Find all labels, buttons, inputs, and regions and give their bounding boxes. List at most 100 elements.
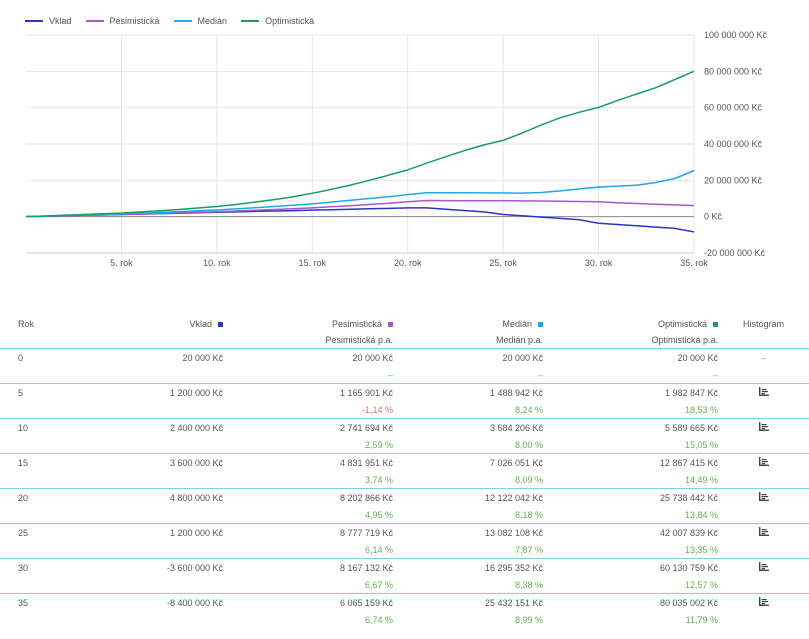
cell-rok: 5 (0, 383, 58, 401)
header-med-pa: Medián p.a. (393, 332, 543, 349)
histogram-icon[interactable] (758, 387, 769, 396)
histogram-icon[interactable] (758, 597, 769, 606)
cell-median: 12 122 042 Kč (393, 488, 543, 506)
cell-vklad: 2 400 000 Kč (58, 418, 223, 436)
table-row: 30 -3 600 000 Kč 8 167 132 Kč 16 295 352 Kč… (0, 558, 809, 576)
cell-vklad: 20 000 Kč (58, 348, 223, 366)
histogram-cell[interactable] (718, 558, 809, 576)
table-header-row: Rok Vklad Pesimistická Medián Optimistic… (0, 316, 809, 332)
cell-rok: 25 (0, 523, 58, 541)
cell-median: 25 432 151 Kč (393, 593, 543, 611)
results-table-container: Rok Vklad Pesimistická Medián Optimistic… (0, 316, 809, 628)
legend-label-optimisticka: Optimistická (265, 16, 315, 26)
median-color-square (538, 322, 543, 328)
legend-item-optimisticka[interactable]: Optimistická (241, 16, 314, 26)
header-histogram: Histogram (742, 319, 784, 329)
cell-med-pa: 8,99 % (514, 614, 543, 625)
cell-pesimisticka: 1 165 901 Kč (223, 383, 393, 401)
table-row: 0 20 000 Kč 20 000 Kč 20 000 Kč 20 000 Kč – (0, 348, 809, 366)
histogram-icon[interactable] (758, 422, 769, 431)
cell-pesimisticka: 20 000 Kč (223, 348, 393, 366)
header-pesimisticka: Pesimistická (223, 316, 393, 332)
histogram-cell[interactable] (718, 593, 809, 611)
x-tick-label: 10. rok (203, 258, 231, 266)
cell-rok: 10 (0, 418, 58, 436)
cell-optimisticka: 1 982 847 Kč (543, 383, 718, 401)
series-line-vklad (25, 207, 695, 233)
x-tick-label: 15. rok (299, 258, 327, 266)
histogram-icon[interactable] (758, 562, 769, 571)
cell-optimisticka: 20 000 Kč (543, 348, 718, 366)
table-row: 20 4 800 000 Kč 8 202 866 Kč 12 122 042 Kč 2… (0, 488, 809, 506)
cell-rok: 15 (0, 453, 58, 471)
cell-opt-pa: 18,53 % (684, 404, 718, 415)
table-body: 0 20 000 Kč 20 000 Kč 20 000 Kč 20 000 Kč – – –… (0, 348, 809, 629)
cell-median: 16 295 352 Kč (393, 558, 543, 576)
x-tick-label: 35. rok (680, 258, 708, 266)
cell-opt-pa: 15,05 % (684, 439, 718, 450)
cell-pes-pa: 6,14 % (364, 544, 393, 555)
cell-vklad: 3 600 000 Kč (58, 453, 223, 471)
chart-legend: Vklad Pesimistická Medián Optimistická (25, 14, 314, 28)
cell-median: 1 488 942 Kč (393, 383, 543, 401)
histogram-icon[interactable] (758, 457, 769, 466)
table-row-pa: – – – (0, 366, 809, 384)
histogram-cell: – (718, 348, 809, 366)
histogram-cell[interactable] (718, 383, 809, 401)
histogram-icon[interactable] (758, 492, 769, 501)
cell-median: 13 082 108 Kč (393, 523, 543, 541)
x-tick-label: 20. rok (394, 258, 422, 266)
x-tick-label: 5. rok (110, 258, 133, 266)
cell-optimisticka: 12 867 415 Kč (543, 453, 718, 471)
legend-item-pesimisticka[interactable]: Pesimistická (85, 16, 160, 26)
header-pes-pa: Pesimistická p.a. (223, 332, 393, 349)
cell-pesimisticka: 8 777 719 Kč (223, 523, 393, 541)
cell-opt-pa: 13,84 % (684, 509, 718, 520)
cell-pesimisticka: 8 167 132 Kč (223, 558, 393, 576)
header-vklad: Vklad (58, 316, 223, 332)
table-row-pa: 2,59 % 8,00 % 15,05 % (0, 436, 809, 454)
cell-med-pa: 8,00 % (514, 439, 543, 450)
legend-item-median[interactable]: Medián (173, 16, 228, 26)
legend-swatch-vklad (25, 20, 43, 22)
header-median: Medián (393, 316, 543, 332)
table-row: 35 -8 400 000 Kč 6 065 159 Kč 25 432 151 Kč… (0, 593, 809, 611)
cell-pes-pa: 3,74 % (364, 474, 393, 485)
series-line-median (25, 169, 695, 218)
cell-opt-pa: 13,35 % (684, 544, 718, 555)
table-row: 25 1 200 000 Kč 8 777 719 Kč 13 082 108 Kč 4… (0, 523, 809, 541)
line-chart: 5. rok 10. rok 15. rok 20. rok 25. rok 30. ro… (25, 30, 768, 266)
y-tick-label: -20 000 000 Kč (704, 248, 766, 258)
histogram-cell[interactable] (718, 453, 809, 471)
cell-med-pa: 8,24 % (514, 404, 543, 415)
legend-item-vklad[interactable]: Vklad (25, 16, 72, 26)
table-row: 10 2 400 000 Kč 2 741 694 Kč 3 684 206 Kč 5 … (0, 418, 809, 436)
cell-vklad: 1 200 000 Kč (58, 523, 223, 541)
histogram-cell[interactable] (718, 418, 809, 436)
cell-med-pa: 8,38 % (514, 579, 543, 590)
cell-opt-pa: 11,79 % (685, 614, 718, 625)
table-row-pa: 3,74 % 8,09 % 14,49 % (0, 471, 809, 489)
cell-rok: 30 (0, 558, 58, 576)
vklad-color-square (218, 322, 223, 328)
table-row-pa: 4,95 % 8,18 % 13,84 % (0, 506, 809, 524)
table-row-pa: 6,74 % 8,99 % 11,79 % (0, 611, 809, 628)
legend-label-median: Medián (197, 16, 228, 26)
y-tick-label: 100 000 000 Kč (704, 30, 768, 40)
legend-swatch-median (173, 20, 192, 22)
cell-med-pa: 7,87 % (514, 544, 543, 555)
histogram-cell[interactable] (718, 488, 809, 506)
cell-pes-pa: 4,95 % (364, 509, 393, 520)
table-row: 15 3 600 000 Kč 4 831 951 Kč 7 026 051 Kč 12… (0, 453, 809, 471)
cell-pesimisticka: 8 202 866 Kč (223, 488, 393, 506)
y-tick-label: 20 000 000 Kč (704, 175, 763, 185)
cell-vklad: -3 600 000 Kč (58, 558, 223, 576)
legend-label-pesimisticka: Pesimistická (109, 16, 160, 26)
cell-opt-pa: – (712, 369, 718, 380)
header-rok: Rok (18, 319, 35, 329)
cell-pes-pa: 2,59 % (364, 439, 393, 450)
histogram-cell[interactable] (718, 523, 809, 541)
table-subheader-row: Pesimistická p.a. Medián p.a. Optimistic… (0, 332, 809, 349)
cell-rok: 35 (0, 593, 58, 611)
histogram-icon[interactable] (758, 527, 769, 536)
